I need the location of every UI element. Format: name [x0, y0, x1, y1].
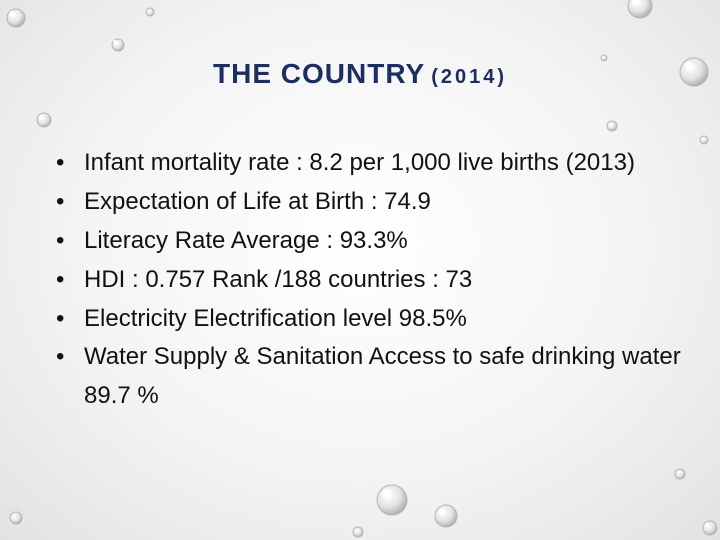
bullet-icon: • — [56, 187, 65, 215]
droplet-highlight — [382, 489, 392, 499]
title-year: (2014) — [431, 66, 507, 88]
bullet-item-hdi: • HDI : 0.757 Rank /188 countries : 73 — [52, 261, 692, 300]
droplet-highlight — [704, 522, 710, 528]
droplet-highlight — [113, 40, 117, 44]
droplet — [627, 0, 653, 19]
bullet-icon: • — [56, 265, 65, 293]
droplet — [376, 484, 408, 516]
bullet-icon: • — [56, 304, 65, 332]
droplet — [600, 54, 608, 62]
bullet-icon: • — [56, 343, 65, 371]
bullet-icon: • — [56, 149, 65, 176]
droplet-highlight — [684, 61, 694, 71]
droplet — [699, 135, 709, 145]
droplet — [9, 511, 23, 525]
bullet-item-infant-mortality: • Infant mortality rate : 8.2 per 1,000 … — [52, 144, 692, 183]
bullet-item-water-supply: • Water Supply & Sanitation Access to sa… — [52, 338, 692, 416]
bullet-text: Literacy Rate Average : 93.3% — [84, 226, 408, 254]
droplet-highlight — [632, 0, 640, 6]
bullet-text: Expectation of Life at Birth : 74.9 — [84, 187, 431, 215]
bullet-item-life-expectancy: • Expectation of Life at Birth : 74.9 — [52, 183, 692, 222]
droplet-highlight — [9, 11, 15, 17]
droplet — [145, 7, 155, 17]
droplet-highlight — [38, 114, 44, 120]
droplet — [352, 526, 364, 538]
bullet-icon: • — [56, 226, 65, 254]
bullet-item-literacy: • Literacy Rate Average : 93.3% — [52, 222, 692, 261]
droplet — [36, 112, 52, 128]
droplet — [606, 120, 618, 132]
bullet-text: HDI : 0.757 Rank /188 countries : 73 — [84, 265, 473, 293]
bullet-list: • Infant mortality rate : 8.2 per 1,000 … — [52, 144, 692, 416]
droplet — [702, 520, 718, 536]
bullet-text: Electricity Electrification level 98.5% — [84, 304, 467, 332]
bullet-item-electricity: • Electricity Electrification level 98.5… — [52, 300, 692, 339]
droplet — [434, 504, 458, 528]
bullet-text: Water Supply & Sanitation Access to safe… — [84, 343, 681, 410]
title-text: THE COUNTRY — [213, 58, 426, 89]
droplet-highlight — [438, 508, 446, 516]
bullet-text: Infant mortality rate : 8.2 per 1,000 li… — [84, 149, 635, 176]
droplet — [674, 468, 686, 480]
droplet — [6, 8, 26, 28]
slide-title: THE COUNTRY (2014) — [0, 58, 720, 90]
